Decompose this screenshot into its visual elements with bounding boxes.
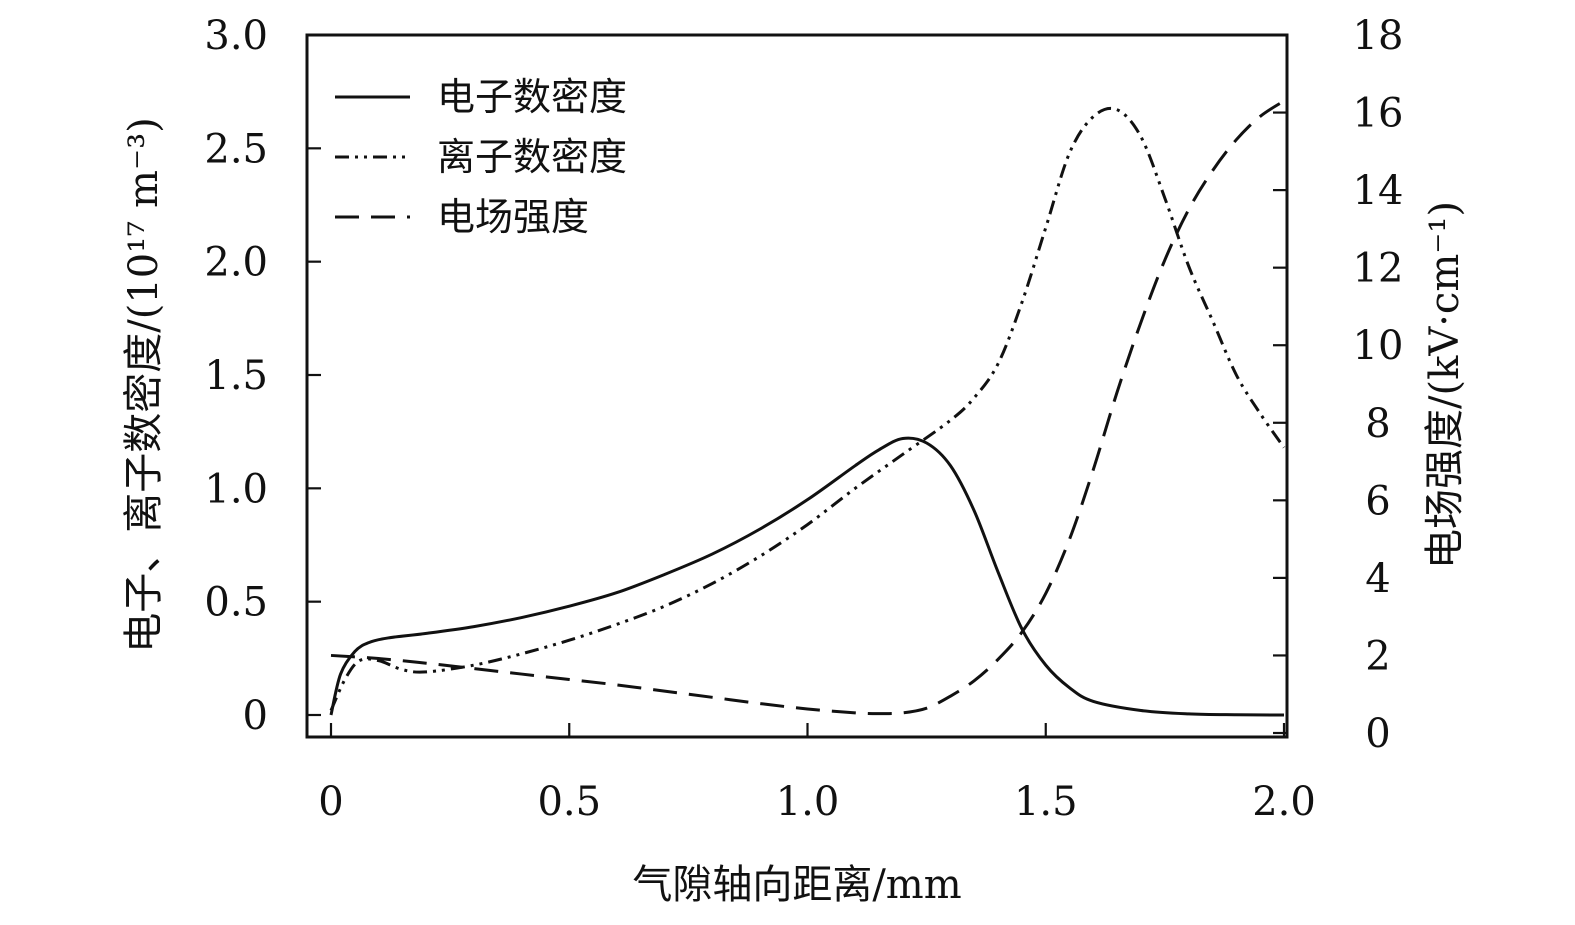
y-right-tick-label: 14 (1353, 168, 1404, 214)
y-left-tick-label: 0.5 (204, 580, 268, 626)
series-line-1 (329, 436, 1285, 717)
x-tick-label: 2.0 (1252, 779, 1316, 825)
legend-label-2: 离子数密度 (437, 135, 627, 179)
y-right-tick-label: 4 (1365, 556, 1390, 602)
series-line-3 (330, 99, 1285, 716)
y-left-tick-label: 1.0 (204, 466, 268, 512)
legend-label-3: 电场强度 (437, 195, 589, 239)
y-left-axis-ticks: 0 0.5 1.0 1.5 2.0 2.5 3.0 (204, 13, 321, 739)
y-right-tick-label: 6 (1365, 478, 1390, 524)
y-right-axis-title: 电场强度/(kV·cm⁻¹) (1422, 201, 1468, 569)
y-left-axis-title: 电子、离子数密度/(10¹⁷ m⁻³) (121, 117, 167, 652)
y-left-tick-label: 2.0 (204, 240, 268, 286)
y-right-tick-label: 8 (1365, 401, 1390, 447)
y-left-tick-label: 2.5 (204, 126, 268, 172)
y-right-tick-label: 16 (1353, 91, 1404, 137)
legend-label-1: 电子数密度 (437, 75, 627, 119)
y-right-tick-label: 0 (1365, 711, 1390, 757)
y-right-tick-label: 2 (1365, 633, 1390, 679)
x-tick-label: 0 (318, 779, 343, 825)
y-left-tick-label: 0 (243, 693, 268, 739)
x-tick-label: 0.5 (537, 779, 601, 825)
x-axis-title: 气隙轴向距离/mm (632, 862, 961, 908)
y-right-axis-ticks: 0 2 4 6 8 10 12 14 16 18 (1273, 13, 1403, 757)
x-axis-ticks: 0 0.5 1.0 1.5 2.0 (318, 723, 1316, 825)
y-left-tick-label: 1.5 (204, 353, 268, 399)
y-right-tick-label: 12 (1353, 246, 1404, 292)
y-right-tick-label: 10 (1353, 323, 1404, 369)
series-layer (329, 99, 1286, 717)
x-tick-label: 1.5 (1014, 779, 1078, 825)
y-left-tick-label: 3.0 (204, 13, 268, 59)
x-tick-label: 1.0 (776, 779, 840, 825)
y-right-tick-label: 18 (1353, 13, 1404, 59)
series-line-2 (329, 106, 1286, 712)
plot-frame (305, 33, 1289, 739)
